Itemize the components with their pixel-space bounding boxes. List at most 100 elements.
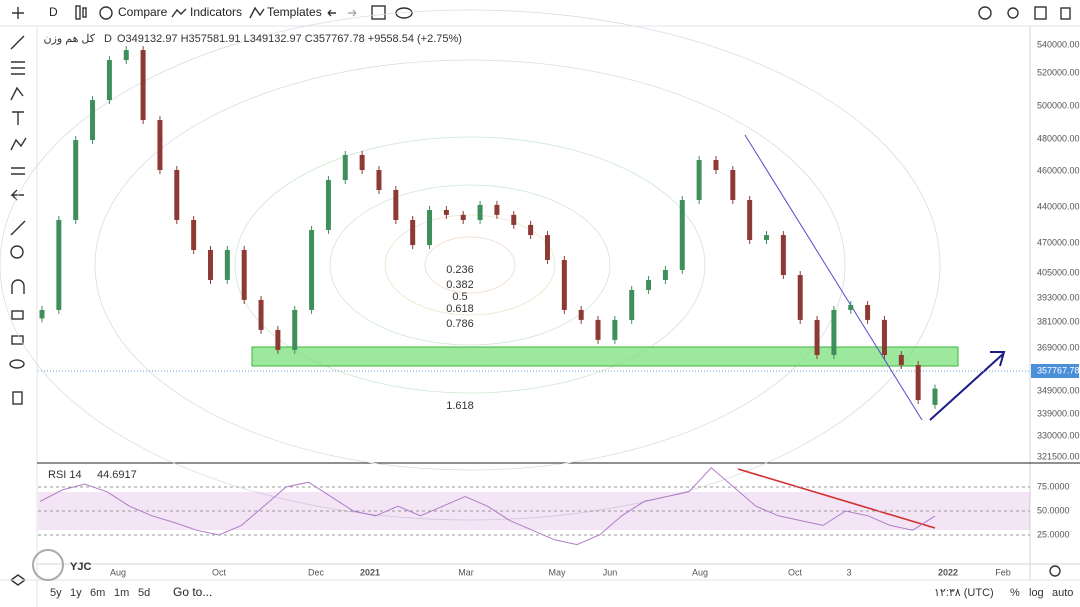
candle xyxy=(325,180,331,230)
magnet-tool[interactable] xyxy=(11,279,25,294)
time-label: Mar xyxy=(458,567,474,577)
candle xyxy=(511,214,517,225)
price-label: 381000.00 xyxy=(1037,316,1080,326)
rsi-tick-label: 75.0000 xyxy=(1037,481,1070,491)
fib-label: 0.618 xyxy=(446,303,474,315)
candle xyxy=(629,289,635,320)
price-label: 339000.00 xyxy=(1037,408,1080,418)
templates-button[interactable]: Templates xyxy=(267,5,322,19)
range-button[interactable]: 1y xyxy=(70,587,82,599)
price-label: 321500.00 xyxy=(1037,451,1080,461)
arrow-line[interactable] xyxy=(929,353,1004,421)
candle xyxy=(224,249,230,280)
candle xyxy=(56,219,62,310)
pattern-tool[interactable] xyxy=(10,86,24,101)
time-label: May xyxy=(548,567,566,577)
rsi-tick-label: 50.0000 xyxy=(1037,505,1070,515)
undo-button[interactable] xyxy=(327,9,336,17)
candle xyxy=(730,170,736,200)
candle xyxy=(561,259,567,310)
candle xyxy=(477,204,483,220)
candle xyxy=(679,199,685,270)
trendline-tool[interactable] xyxy=(10,35,25,50)
price-label: 520000.00 xyxy=(1037,67,1080,77)
candle xyxy=(443,209,449,215)
range-button[interactable]: 6m xyxy=(90,587,105,599)
time-label: Dec xyxy=(308,567,325,577)
fib-label: 1.618 xyxy=(446,400,474,412)
snapshot-button[interactable] xyxy=(1034,6,1047,20)
chart-type-icon[interactable] xyxy=(75,5,81,20)
indicators-icon[interactable] xyxy=(171,8,187,18)
candle xyxy=(915,364,921,401)
crosshair-tool[interactable] xyxy=(12,7,24,19)
support-zone[interactable] xyxy=(251,346,959,367)
candle xyxy=(309,229,315,310)
price-label: 405000.00 xyxy=(1037,267,1080,277)
price-label: 480000.00 xyxy=(1037,133,1080,143)
lock-tool[interactable] xyxy=(11,335,24,345)
candle xyxy=(595,319,601,340)
interval-button[interactable]: D xyxy=(49,5,58,19)
rsi-line xyxy=(39,467,936,546)
measure-tool[interactable] xyxy=(11,167,25,175)
price-label: 349000.00 xyxy=(1037,385,1080,395)
candle xyxy=(258,299,264,330)
range-button[interactable]: 5y xyxy=(50,587,62,599)
candle xyxy=(528,224,534,236)
candle xyxy=(342,154,348,181)
trash-tool[interactable] xyxy=(12,391,23,405)
ruler-tool[interactable] xyxy=(10,220,26,236)
price-label: 540000.00 xyxy=(1037,39,1080,49)
delete-button[interactable] xyxy=(1060,7,1071,20)
candle xyxy=(460,214,466,220)
rsi-value: 44.6917 xyxy=(97,469,137,481)
rsi-trend-line[interactable] xyxy=(737,468,936,529)
settings-button[interactable] xyxy=(978,6,992,20)
compare-button[interactable]: Compare xyxy=(118,5,168,19)
text-tool[interactable] xyxy=(12,111,24,125)
candle xyxy=(646,279,652,290)
range-button[interactable]: 5d xyxy=(138,587,150,599)
price-label: 369000.00 xyxy=(1037,342,1080,352)
candle xyxy=(90,100,96,141)
legend-interval: D xyxy=(104,33,112,45)
zoom-tool[interactable] xyxy=(10,245,24,259)
time-label: Jun xyxy=(603,567,618,577)
fib-label: 0.236 xyxy=(446,264,474,276)
visibility-tool[interactable] xyxy=(9,359,25,369)
range-button[interactable]: 1m xyxy=(114,587,129,599)
candle xyxy=(932,388,938,405)
prediction-tool[interactable] xyxy=(10,137,27,151)
candle xyxy=(898,354,904,365)
fullscreen-button[interactable] xyxy=(371,5,386,20)
trend-line[interactable] xyxy=(744,134,923,421)
fib-label: 0.382 xyxy=(446,279,474,291)
symbol-name: کل هم وزن xyxy=(43,33,95,45)
templates-icon[interactable] xyxy=(249,6,265,19)
fib-tool[interactable] xyxy=(11,61,25,75)
goto-button[interactable]: Go to... xyxy=(173,585,212,599)
time-label: 3 xyxy=(846,567,851,577)
candle xyxy=(696,160,702,200)
redo-button[interactable] xyxy=(348,9,357,17)
chart-type-icon xyxy=(82,7,87,18)
candle xyxy=(747,199,753,240)
time-label: Aug xyxy=(692,567,708,577)
auto-toggle[interactable]: auto xyxy=(1052,587,1073,599)
price-label: 500000.00 xyxy=(1037,100,1080,110)
indicators-button[interactable]: Indicators xyxy=(190,5,242,19)
fib-circles xyxy=(0,9,941,521)
candle xyxy=(612,319,618,340)
log-toggle[interactable]: log xyxy=(1029,587,1044,599)
percent-toggle[interactable]: % xyxy=(1010,587,1020,599)
compare-icon[interactable] xyxy=(99,6,113,20)
axis-settings[interactable] xyxy=(1049,565,1061,577)
share-button[interactable] xyxy=(1007,7,1019,19)
price-label: 440000.00 xyxy=(1037,201,1080,211)
candle xyxy=(764,235,770,240)
lock-draw-tool[interactable] xyxy=(11,310,24,320)
candle xyxy=(157,120,163,171)
